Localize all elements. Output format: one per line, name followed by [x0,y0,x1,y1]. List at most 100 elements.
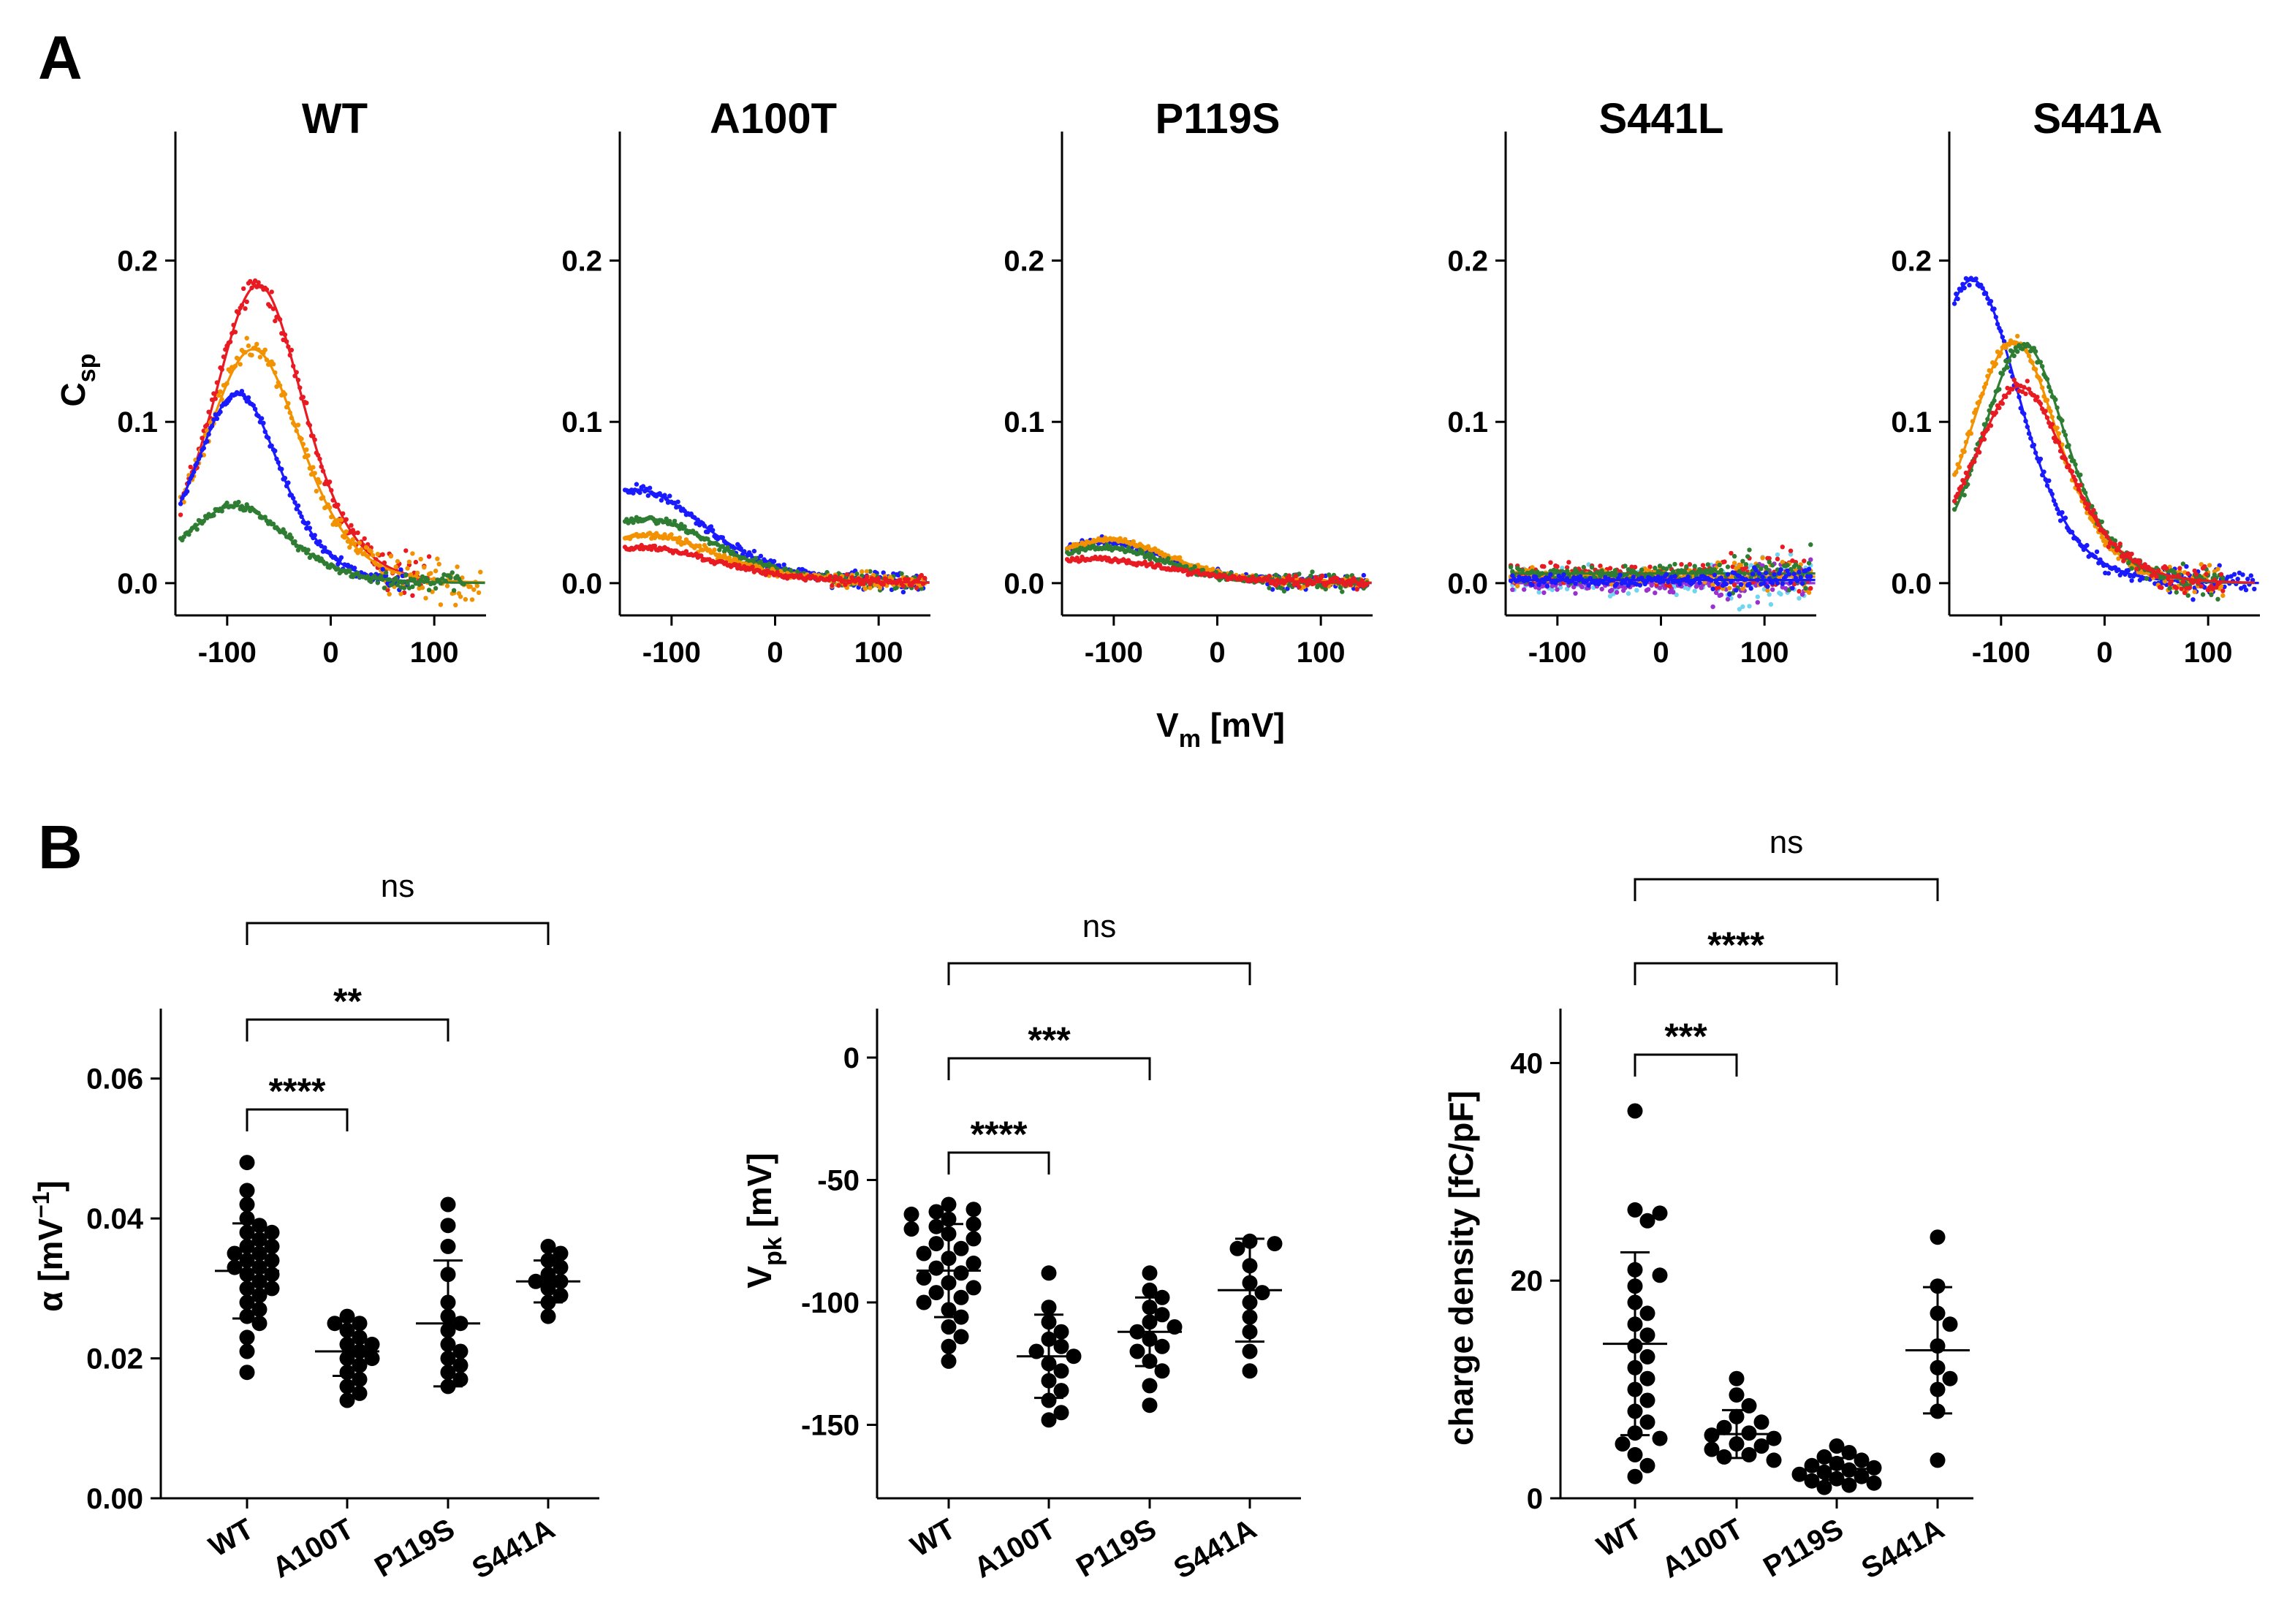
data-point [1639,1457,1655,1473]
data-point [667,493,672,498]
data-point [393,564,398,569]
data-point [254,341,259,346]
data-point [357,540,363,545]
data-point [953,1265,969,1281]
data-point [941,1319,957,1335]
data-point [830,583,835,588]
data-point [1653,591,1658,596]
category-label: P119S [369,1513,460,1584]
data-point [2220,576,2226,581]
data-point [1803,585,1808,591]
data-point [251,1245,268,1261]
data-point [894,585,900,590]
fit-curve [624,546,930,584]
data-point [1770,580,1775,586]
data-point [1639,1370,1655,1386]
data-point [401,585,407,591]
data-point [1775,580,1780,586]
data-point [1677,582,1683,587]
data-point [2099,519,2104,525]
data-point [966,1255,982,1271]
data-point [1639,1213,1655,1229]
x-tick-label: -100 [1085,637,1143,669]
data-point [2220,588,2226,593]
data-point [1053,1405,1069,1421]
csp-plot-p119s: P119S 0.0 0.1 0.2 -100 0 100 [1004,95,1373,669]
data-point [415,570,420,576]
data-point [1340,589,1345,594]
data-point [452,1357,469,1373]
significance-label: ns [381,868,414,904]
data-point [1555,587,1560,592]
group-wt [903,1196,982,1369]
data-point [458,594,463,599]
data-point [1729,1387,1745,1403]
fit-curve [180,504,485,585]
data-point [2164,566,2169,571]
x-tick-label: 100 [1740,637,1789,669]
plot-title-s441l: S441L [1599,95,1724,143]
data-point [295,422,301,428]
data-point [1788,552,1794,557]
data-point [916,1294,932,1310]
data-point [1723,581,1729,587]
data-point [2215,596,2220,602]
data-point [1242,1363,1258,1379]
data-point [1770,587,1775,592]
data-point [251,1273,268,1289]
data-point [2180,561,2186,566]
data-point [1041,1265,1057,1281]
data-point [2169,579,2174,584]
data-point [1785,563,1790,568]
data-point [1788,580,1794,585]
group-p119s [1118,1265,1183,1414]
data-point [712,547,717,553]
data-point [941,1353,957,1369]
data-point [652,535,658,541]
data-point [1598,574,1603,579]
data-point [1530,565,1535,570]
data-point [1192,564,1197,569]
data-point [750,564,755,569]
data-point [352,1329,368,1346]
category-label: WT [1592,1513,1647,1563]
data-point [1731,571,1737,576]
alpha-ylabel: α [mV−1] [28,1180,69,1312]
data-point [899,571,904,577]
data-point [1755,594,1760,599]
data-point [906,577,911,582]
data-point [1548,572,1553,577]
data-point [2177,566,2182,571]
series-orange [1951,333,2255,599]
data-point [1951,301,1957,306]
data-point [1775,552,1780,558]
data-point [364,1336,380,1352]
data-point [403,572,409,578]
data-point [1627,1446,1643,1462]
data-point [1623,580,1628,585]
data-point [1704,1441,1720,1457]
data-point [1154,1307,1170,1323]
data-point [426,588,432,593]
data-point [452,1371,469,1387]
data-point [370,553,376,558]
data-point [1715,581,1721,587]
csp-plot-wt: WT 0.0 0.1 0.2 -100 0 100 [117,95,486,669]
data-point [647,485,653,490]
data-point [1712,572,1718,577]
data-point [438,602,444,607]
data-point [1766,1430,1782,1446]
data-point [677,535,683,540]
data-point [941,1338,957,1354]
data-point [2220,593,2226,599]
data-point [1555,569,1560,574]
data-point [244,335,249,341]
data-point [2094,549,2100,555]
data-point [1053,1383,1069,1399]
data-point [2192,568,2197,574]
data-point [1273,572,1278,577]
data-point [1612,568,1618,573]
y-tick-label: 0.02 [86,1343,143,1376]
data-point [1515,583,1520,589]
data-point [1755,600,1760,605]
